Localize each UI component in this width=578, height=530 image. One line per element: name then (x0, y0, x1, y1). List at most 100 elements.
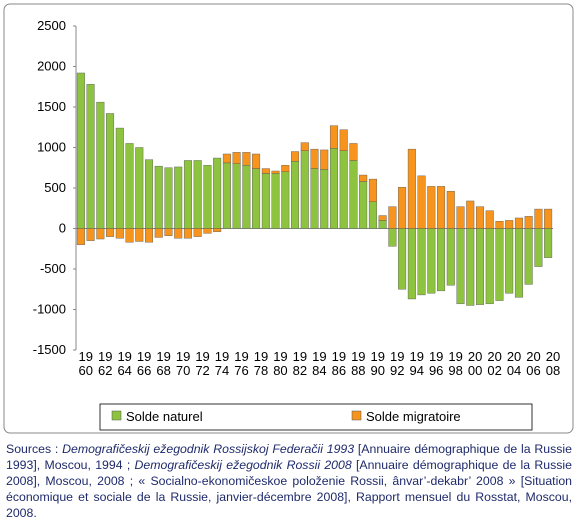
bar (339, 129, 348, 151)
x-tick-label-part: 04 (507, 363, 521, 378)
x-tick-label: 19 74 (215, 349, 229, 378)
x-tick-label: 19 78 (254, 349, 268, 378)
bar (174, 228, 183, 239)
bar (475, 206, 484, 229)
bar (213, 228, 222, 232)
x-tick-label: 19 72 (195, 349, 209, 378)
x-tick-label-part: 19 (254, 349, 268, 364)
bar (222, 162, 231, 229)
x-tick-label: 19 80 (273, 349, 287, 378)
bar (86, 84, 95, 229)
bar (271, 170, 280, 174)
y-tick-label: -1000 (33, 302, 66, 317)
legend-box (99, 403, 533, 431)
x-tick-label-part: 19 (429, 349, 443, 364)
x-tick-label: 19 84 (312, 349, 326, 378)
x-tick-label-part: 19 (332, 349, 346, 364)
x-tick-label-part: 88 (351, 363, 365, 378)
bar (407, 228, 416, 300)
bar (125, 143, 134, 229)
bar (417, 228, 426, 296)
bar (456, 206, 465, 229)
bar (96, 228, 105, 240)
bar (281, 171, 290, 229)
x-tick-label-part: 74 (215, 363, 229, 378)
x-tick-label: 20 02 (487, 349, 501, 378)
bar (378, 215, 387, 221)
bar (417, 175, 426, 229)
x-tick-label-part: 66 (137, 363, 151, 378)
chart-frame (3, 3, 574, 434)
x-tick-label-part: 70 (176, 363, 190, 378)
bar (203, 165, 212, 229)
bar (534, 208, 543, 229)
bar (485, 210, 494, 229)
bar (378, 220, 387, 229)
bar (475, 228, 484, 305)
bar (466, 228, 475, 306)
x-tick-label: 19 86 (332, 349, 346, 378)
x-tick-label-part: 19 (176, 349, 190, 364)
x-tick-label: 20 04 (507, 349, 521, 378)
bar (446, 228, 455, 286)
x-tick-label-part: 19 (234, 349, 248, 364)
bar (115, 127, 124, 229)
x-tick-label-part: 80 (273, 363, 287, 378)
y-tick-label: -500 (40, 261, 66, 276)
bar (252, 153, 261, 169)
bar (310, 168, 319, 229)
bar (164, 167, 173, 229)
bar (524, 216, 533, 229)
bar (339, 150, 348, 229)
bar (193, 160, 202, 229)
bar (427, 186, 436, 229)
x-tick-label-part: 08 (546, 363, 560, 378)
bar (514, 228, 523, 298)
x-tick-label-part: 94 (409, 363, 423, 378)
y-tick-label: 1000 (37, 140, 66, 155)
x-tick-label: 19 90 (371, 349, 385, 378)
y-tick-label: 2000 (37, 59, 66, 74)
x-tick-label-part: 62 (98, 363, 112, 378)
bar (466, 200, 475, 229)
bar (329, 125, 338, 149)
x-tick-label: 19 92 (390, 349, 404, 378)
bar (154, 228, 163, 238)
bar (76, 72, 85, 229)
bar (291, 151, 300, 162)
x-tick-label: 19 98 (448, 349, 462, 378)
source-text: [Annuaire démographique de la Russie 200… (6, 458, 572, 520)
bar (261, 173, 270, 229)
bar (242, 152, 251, 166)
bar (76, 228, 85, 245)
bar (164, 228, 173, 236)
x-tick-label-part: 72 (195, 363, 209, 378)
x-tick-label: 19 68 (156, 349, 170, 378)
source-text: Sources : (6, 442, 63, 456)
bar (115, 228, 124, 239)
bar (359, 181, 368, 229)
bar (261, 168, 270, 174)
x-tick-label: 19 62 (98, 349, 112, 378)
bar (388, 228, 397, 247)
x-tick-label-part: 19 (448, 349, 462, 364)
x-tick-label-part: 19 (371, 349, 385, 364)
bar (252, 168, 261, 229)
bar (145, 228, 154, 243)
x-tick-label-part: 92 (390, 363, 404, 378)
bar (505, 228, 514, 294)
x-tick-label-part: 00 (468, 363, 482, 378)
x-tick-label-part: 82 (293, 363, 307, 378)
x-tick-label-part: 19 (293, 349, 307, 364)
legend-label: Solde naturel (126, 409, 203, 424)
bar (86, 228, 95, 241)
bar (213, 157, 222, 229)
x-tick-label-part: 19 (137, 349, 151, 364)
y-tick-label: 1500 (37, 99, 66, 114)
bar (534, 228, 543, 267)
x-tick-label-part: 86 (332, 363, 346, 378)
bar (320, 169, 329, 229)
x-tick-label-part: 06 (526, 363, 540, 378)
x-tick-label: 20 00 (468, 349, 482, 378)
